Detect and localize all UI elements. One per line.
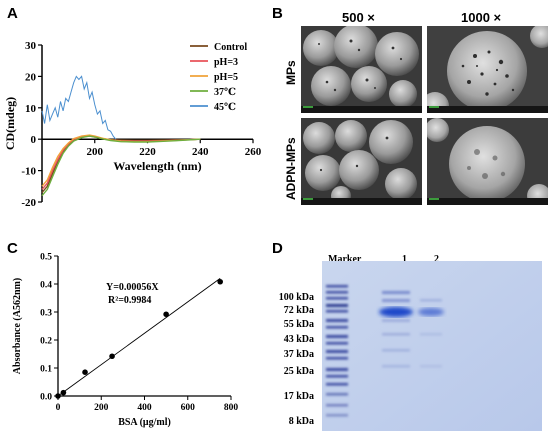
sem-col-label-1000x: 1000 × [461,10,502,25]
y-tick-label: 20 [25,71,37,83]
y-axis-label: CD(mdeg) [3,97,17,150]
y-tick-label: 30 [25,40,37,52]
sem-info-bar [301,106,422,113]
x-tick-label: 200 [87,146,104,158]
x-tick-label: 0 [56,403,61,413]
sem-image-mps-1000x [427,26,548,113]
x-tick-label: 240 [192,146,209,158]
panel-label-b: B [272,5,283,22]
y-tick-label: 0 [31,134,37,146]
x-tick-label: 800 [224,403,239,413]
y-tick-label: 0.2 [40,337,52,347]
legend-label: Control [214,42,247,53]
data-point [109,353,115,360]
sem-info-bar [427,106,548,113]
y-tick-label: 0.5 [40,253,52,263]
x-axis-label: BSA (μg/ml) [118,417,171,428]
series-line-3 [41,135,201,197]
sem-image-adpn-mps-1000x [427,118,548,205]
y-tick-label: 0.3 [40,309,52,319]
panel-label-c: C [7,240,18,257]
legend-label: 37℃ [214,87,236,98]
sem-row-label-mps: MPs [284,60,298,85]
y-tick-label: 0.4 [40,281,52,291]
sem-panel: 500 × 1000 × MPs ADPN-MPs [280,0,550,220]
sem-col-label-500x: 500 × [342,10,375,25]
series-line-4 [41,75,117,140]
fit-r-squared: R²=0.9984 [108,295,151,306]
data-point [163,311,169,318]
lane-label-2: 2 [434,254,439,265]
x-axis-label: Wavelength (nm) [113,159,201,173]
data-point [217,278,223,285]
panel-label-a: A [7,5,18,22]
sem-info-bar [427,198,548,205]
y-tick-label: 0.0 [40,393,52,403]
y-tick-label: 0.1 [40,365,52,375]
y-tick-label: -10 [21,166,36,178]
y-tick-label: -20 [21,197,36,209]
legend-label: pH=3 [214,57,238,68]
x-tick-label: 260 [245,146,262,158]
legend-label: pH=5 [214,72,238,83]
bca-standard-curve-chart: 0.0 0.1 0.2 0.3 0.4 0.5 0 200 400 600 800 BSA (μg/m… [12,253,239,429]
legend-label: 45℃ [214,102,236,113]
data-point [60,389,67,396]
y-axis-label: Absorbance (A562nm) [12,278,23,374]
cd-spectra-chart: -20 -10 0 10 20 30 200 220 240 260 Wavelength (nm)… [3,40,262,209]
sem-image-adpn-mps-500x [301,118,422,205]
x-tick-label: 220 [139,146,156,158]
sem-info-bar [301,198,422,205]
x-tick-label: 200 [94,403,109,413]
lane-label-marker: Marker [328,254,362,265]
x-tick-label: 600 [181,403,196,413]
y-tick-label: 10 [25,103,37,115]
data-point [82,369,88,375]
x-tick-label: 400 [137,403,152,413]
sem-image-mps-500x [301,26,422,113]
fit-equation: Y=0.00056X [106,282,159,293]
panel-label-d: D [272,240,283,257]
sem-row-label-adpn-mps: ADPN-MPs [284,137,298,200]
lane-label-1: 1 [402,254,407,265]
data-point [55,393,61,399]
gel-image [322,261,542,431]
fit-line [57,278,221,397]
